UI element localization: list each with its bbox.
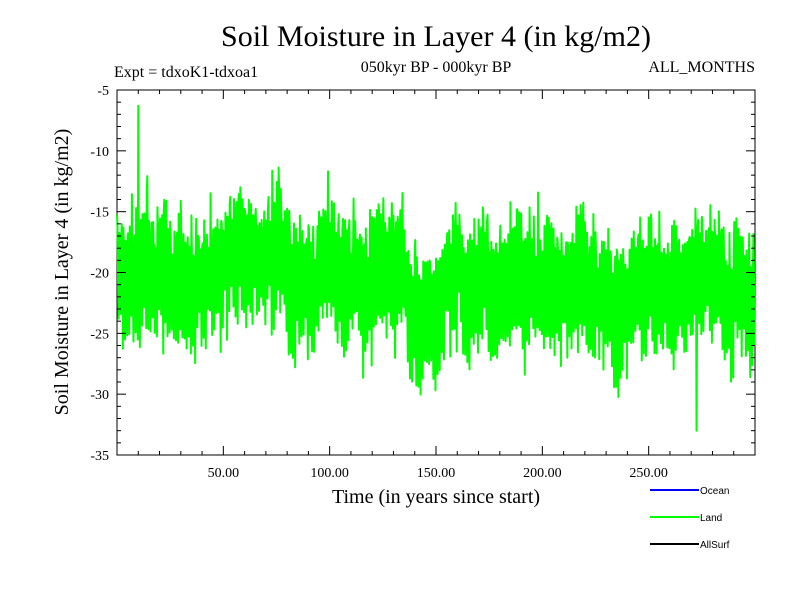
y-tick-label: -30 [90,388,109,403]
legend-label-allsurf: AllSurf [700,540,730,551]
x-tick-label: 200.00 [523,466,562,481]
series-line-land [116,104,756,432]
y-tick-label: -15 [90,206,109,221]
y-tick-label: -5 [97,84,109,99]
x-tick-label: 100.00 [310,466,349,481]
legend-label-land: Land [700,513,722,524]
x-tick-label: 50.00 [208,466,240,481]
y-tick-label: -20 [90,267,109,282]
chart-title: Soil Moisture in Layer 4 (in kg/m2) [221,20,651,53]
x-axis: 50.00 100.00 150.00 200.00 250.00 [137,90,735,481]
y-tick-label: -25 [90,327,109,342]
x-axis-label: Time (in years since start) [332,486,540,508]
data-layer [116,104,756,432]
period-label: 050kyr BP - 000kyr BP [361,59,512,76]
y-axis-label: Soil Moisture in Layer 4 (in kg/m2) [51,129,73,416]
y-tick-label: -35 [90,449,109,464]
x-tick-label: 250.00 [629,466,668,481]
y-axis: -5 -10 -15 -20 -25 -30 -35 [90,84,755,464]
legend: Ocean Land AllSurf [650,486,730,551]
x-tick-label: 150.00 [417,466,456,481]
legend-label-ocean: Ocean [700,486,729,497]
y-tick-label: -10 [90,145,109,160]
months-label: ALL_MONTHS [648,59,755,76]
plot-area: -5 -10 -15 -20 -25 -30 -35 50.00 100.00 150.00 20… [90,84,756,481]
experiment-label: Expt = tdxoK1-tdxoa1 [114,64,258,81]
